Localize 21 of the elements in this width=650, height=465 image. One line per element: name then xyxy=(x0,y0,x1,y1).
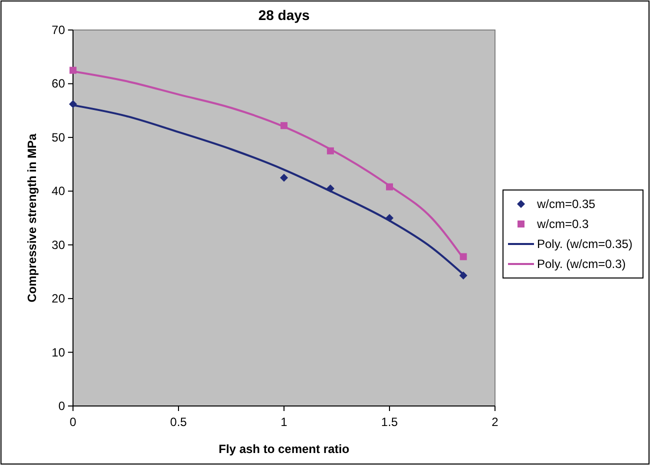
x-tick-label: 0 xyxy=(70,415,77,429)
legend-label: w/cm=0.3 xyxy=(536,217,590,231)
legend-label: Poly. (w/cm=0.35) xyxy=(537,237,632,251)
y-tick-label: 70 xyxy=(52,23,66,37)
y-tick-label: 30 xyxy=(52,238,66,252)
y-tick-label: 20 xyxy=(52,292,66,306)
legend-label: w/cm=0.35 xyxy=(536,197,596,211)
x-axis-title: Fly ash to cement ratio xyxy=(218,442,350,456)
chart-title: 28 days xyxy=(258,7,310,23)
y-tick-label: 0 xyxy=(58,399,66,413)
x-tick-label: 0.5 xyxy=(170,415,188,429)
x-tick-label: 2 xyxy=(492,415,499,429)
point xyxy=(280,174,288,182)
y-tick-label: 40 xyxy=(52,184,66,198)
legend-label: Poly. (w/cm=0.3) xyxy=(537,257,626,271)
y-tick-label: 50 xyxy=(52,130,66,144)
y-tick-label: 60 xyxy=(52,76,66,91)
y-tick-label: 10 xyxy=(52,345,66,360)
x-tick-label: 1 xyxy=(280,415,288,429)
x-tick-label: 1.5 xyxy=(381,415,398,429)
y-axis-title: Compressive strength in MPa xyxy=(25,133,39,302)
